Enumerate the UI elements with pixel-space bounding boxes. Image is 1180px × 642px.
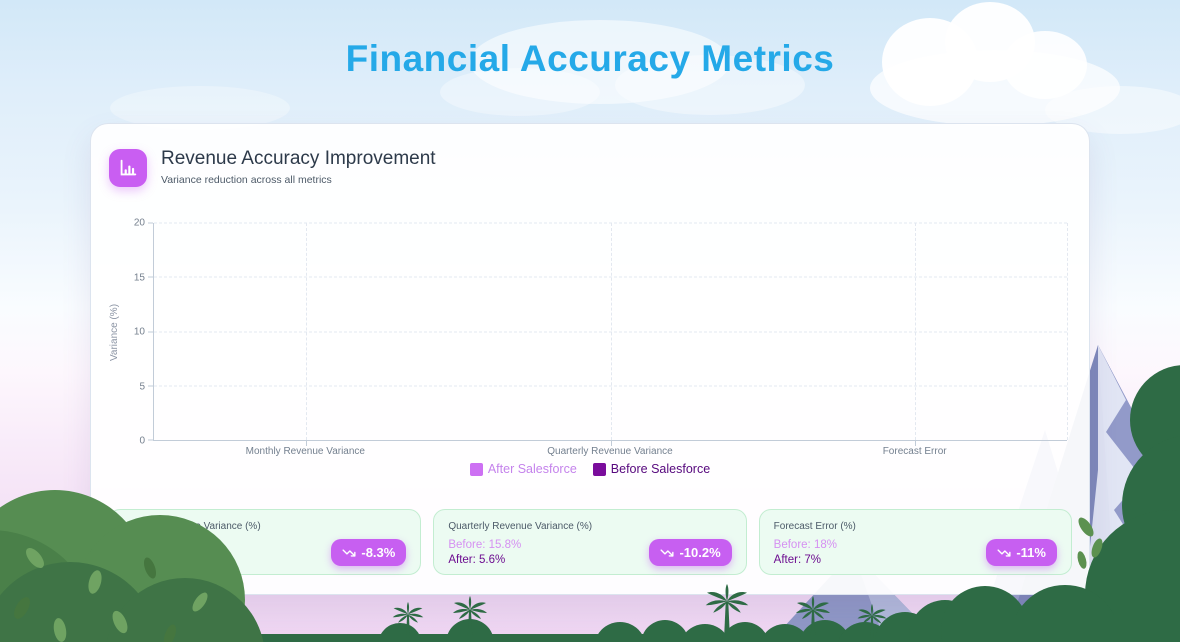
delta-value: -8.3% — [361, 545, 396, 560]
summary-card-quarterly: Quarterly Revenue Variance (%) Before: 1… — [433, 509, 747, 575]
after-value: After: 7% — [773, 554, 821, 566]
y-tick-mark — [148, 331, 153, 332]
panel-title: Revenue Accuracy Improvement — [161, 148, 436, 169]
panel-subtitle: Variance reduction across all metrics — [161, 174, 332, 186]
y-tick-label: 5 — [139, 381, 145, 392]
x-category-label: Quarterly Revenue Variance — [547, 446, 673, 457]
trending-down-icon — [342, 548, 356, 557]
y-tick-label: 20 — [133, 217, 145, 229]
gridline-v — [306, 223, 308, 440]
x-category-label: Forecast Error — [882, 446, 947, 457]
delta-badge: -10.2% — [649, 539, 732, 566]
x-tick-mark — [610, 441, 612, 446]
bar-chart-icon — [109, 149, 147, 187]
chart-card: Revenue Accuracy Improvement Variance re… — [90, 123, 1090, 595]
x-tick-mark — [914, 441, 916, 446]
legend-label: After Salesforce — [487, 462, 577, 476]
y-axis-ticks: 0 5 10 15 20 — [121, 218, 147, 447]
legend-item[interactable]: After Salesforce — [469, 462, 577, 476]
x-category-label: Monthly Revenue Variance — [245, 446, 365, 457]
delta-value: -11% — [1016, 545, 1046, 560]
x-tick-mark — [306, 441, 308, 446]
legend-item[interactable]: Before Salesforce — [592, 462, 711, 476]
summary-card-monthly: Monthly Revenue Variance (%) Before: 12.… — [108, 509, 422, 575]
legend-swatch-after — [469, 462, 483, 476]
legend-label: Before Salesforce — [610, 462, 711, 476]
y-tick-label: 10 — [133, 326, 145, 338]
chart-legend: After Salesforce Before Salesforce — [91, 462, 1089, 476]
delta-badge: -11% — [986, 539, 1057, 566]
y-tick-mark — [148, 439, 153, 441]
trending-down-icon — [997, 548, 1011, 557]
after-value: After: 5.6% — [448, 554, 506, 566]
y-tick-label: 15 — [133, 272, 145, 283]
gridline-v — [610, 223, 612, 440]
trending-down-icon — [660, 548, 674, 557]
delta-badge: -8.3% — [331, 539, 407, 566]
summary-card-forecast: Forecast Error (%) Before: 18% After: 7%… — [758, 509, 1072, 575]
y-tick-mark — [148, 276, 153, 278]
x-axis-labels: Monthly Revenue Variance Quarterly Revenu… — [153, 446, 1067, 460]
y-axis-title: Variance (%) — [109, 303, 121, 361]
metric-title: Forecast Error (%) — [773, 521, 856, 532]
metric-title: Quarterly Revenue Variance (%) — [448, 521, 593, 532]
gridline-v — [914, 223, 916, 440]
gridline-v — [1067, 223, 1068, 440]
y-tick-mark — [148, 385, 153, 387]
chart-plot — [148, 222, 1068, 446]
summary-row: Monthly Revenue Variance (%) Before: 12.… — [108, 509, 1072, 575]
y-tick-label: 0 — [139, 435, 145, 447]
y-tick-mark — [148, 222, 153, 224]
metric-title: Monthly Revenue Variance (%) — [123, 521, 261, 532]
before-value: Before: 15.8% — [448, 539, 522, 551]
before-value: Before: 18% — [773, 539, 837, 551]
before-value: Before: 12.5% — [123, 539, 196, 551]
delta-value: -10.2% — [679, 545, 721, 560]
page-title: Financial Accuracy Metrics — [345, 38, 835, 79]
legend-swatch-before — [592, 462, 606, 476]
after-value: After: 4.2% — [123, 554, 180, 566]
